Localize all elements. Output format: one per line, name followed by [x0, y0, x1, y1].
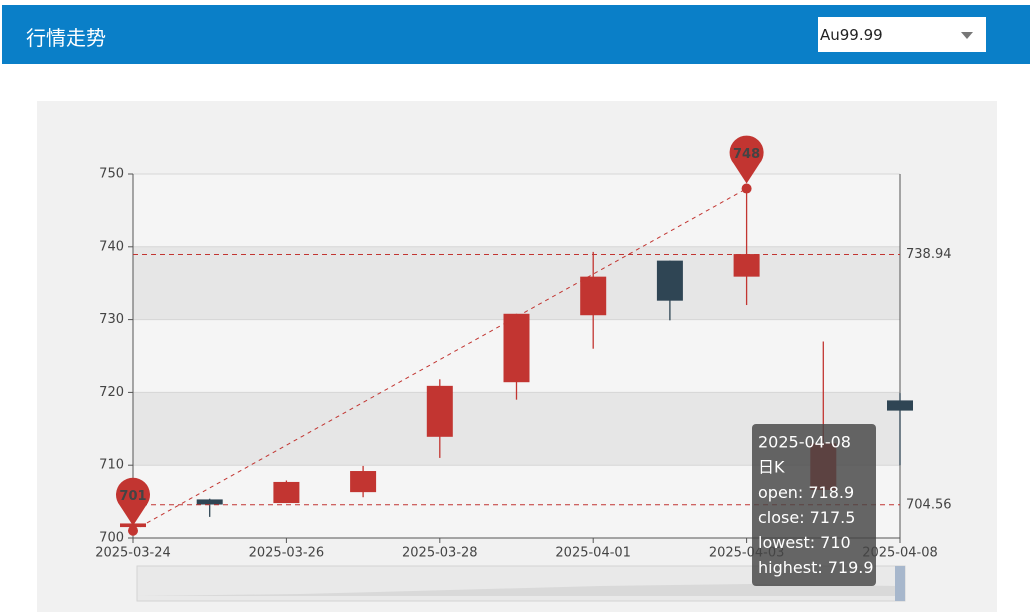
zoom-handle[interactable] — [895, 566, 905, 601]
header-title: 行情走势 — [26, 26, 106, 50]
select-arrow[interactable] — [961, 32, 973, 39]
min-max-line — [132, 188, 747, 532]
candle-body — [426, 385, 453, 437]
tooltip-value: 717.5 — [810, 508, 856, 527]
y-tick-label: 730 — [99, 312, 124, 327]
mark-point-pin — [729, 135, 764, 184]
tooltip-row: open: 718.9 — [758, 483, 854, 502]
tooltip-value: 718.9 — [808, 483, 854, 502]
mark-point-label: 701 — [119, 489, 146, 504]
y-tick-label: 720 — [99, 385, 124, 400]
tooltip-value: 710 — [820, 533, 851, 552]
candle-body — [273, 481, 300, 504]
tooltip — [752, 424, 876, 586]
header: 行情走势 Au99.99 — [2, 5, 1030, 64]
product-select[interactable]: Au99.99 — [818, 17, 986, 52]
candle-body — [350, 471, 377, 493]
zoom-preview — [137, 584, 905, 596]
mark-point-pin — [115, 477, 150, 526]
mark-point-dot — [741, 183, 752, 194]
tooltip-date: 2025-04-08 — [758, 433, 851, 452]
tooltip-series: 日K — [758, 458, 785, 477]
candle-body — [656, 260, 683, 301]
tooltip-row: close: 717.5 — [758, 508, 855, 527]
select-value[interactable]: Au99.99 — [820, 26, 883, 44]
split-area — [133, 246, 900, 320]
mark-line-label: 704.56 — [906, 497, 952, 512]
mark-point-label: 748 — [733, 147, 760, 162]
y-tick-label: 750 — [99, 167, 124, 182]
candle-body — [580, 276, 607, 316]
y-tick-label: 710 — [99, 458, 124, 473]
x-tick-label: 2025-04-01 — [555, 546, 631, 561]
tooltip-label: lowest: — [758, 533, 815, 552]
tooltip-row: highest: 719.9 — [758, 558, 874, 577]
mark-point-dot — [128, 525, 138, 536]
candle-body — [733, 254, 760, 277]
y-tick-label: 700 — [99, 531, 124, 546]
y-tick-label: 740 — [99, 239, 124, 254]
tooltip-label: open: — [758, 483, 803, 502]
tooltip-label: close: — [758, 508, 805, 527]
candle-body — [196, 499, 223, 505]
candle-body — [503, 313, 530, 383]
mark-line-label: 738.94 — [906, 247, 952, 262]
candle-body — [887, 400, 913, 411]
x-tick-label: 2025-04-08 — [862, 546, 938, 561]
x-tick-label: 2025-03-28 — [402, 546, 478, 561]
x-tick-label: 2025-03-24 — [95, 546, 171, 561]
x-tick-label: 2025-03-26 — [249, 546, 325, 561]
tooltip-row: lowest: 710 — [758, 533, 851, 552]
tooltip-label: highest: — [758, 558, 823, 577]
tooltip-value: 719.9 — [828, 558, 874, 577]
